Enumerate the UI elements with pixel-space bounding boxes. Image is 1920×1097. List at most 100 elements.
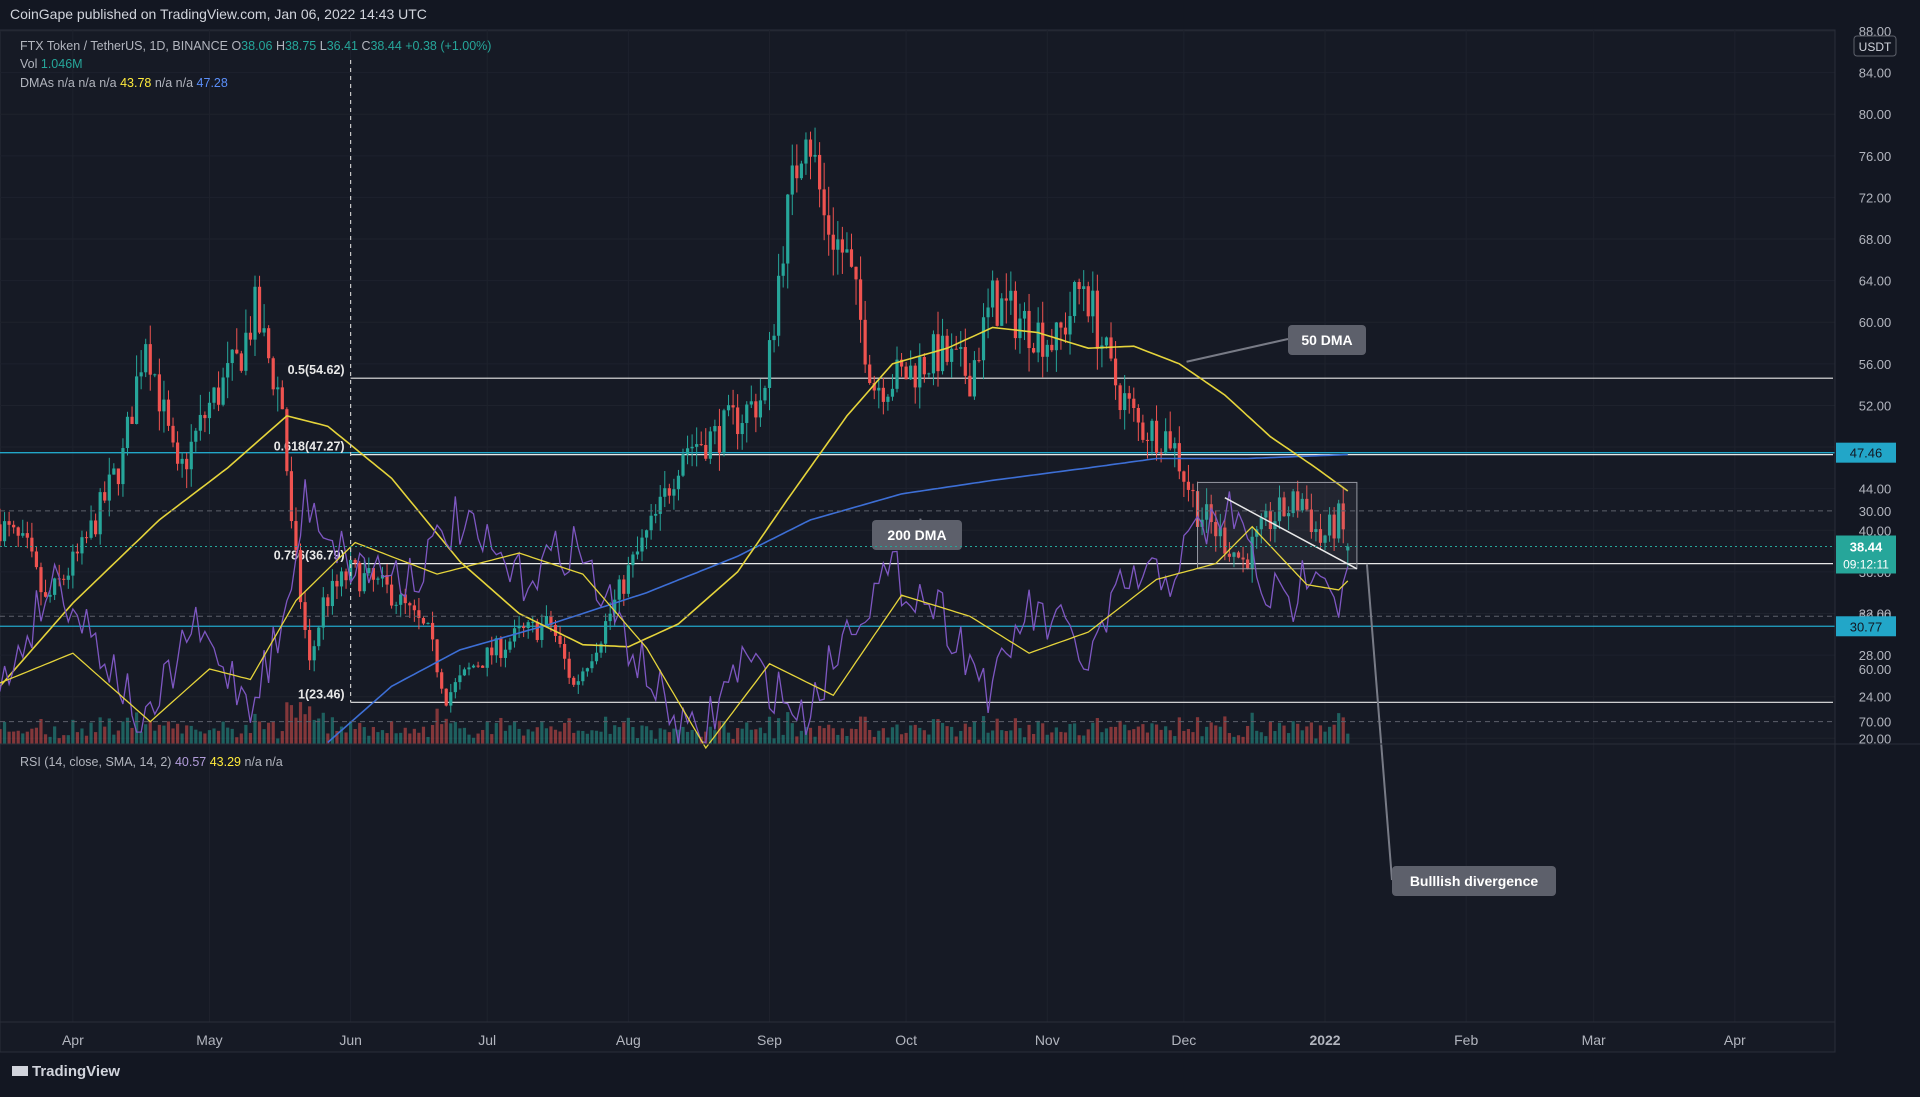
candle-body[interactable]: [453, 682, 457, 693]
candle-body[interactable]: [226, 363, 230, 378]
candle-body[interactable]: [440, 672, 444, 689]
candle-body[interactable]: [690, 446, 694, 449]
candle-body[interactable]: [544, 615, 549, 625]
candle-body[interactable]: [777, 275, 781, 336]
candle-body[interactable]: [248, 332, 253, 340]
candle-body[interactable]: [430, 622, 435, 640]
candle-body[interactable]: [731, 405, 735, 408]
candle-body[interactable]: [799, 163, 803, 179]
candle-body[interactable]: [207, 402, 212, 419]
candle-body[interactable]: [1168, 431, 1172, 449]
candle-body[interactable]: [321, 597, 325, 628]
candle-body[interactable]: [644, 530, 649, 538]
candle-body[interactable]: [1227, 553, 1232, 557]
candle-body[interactable]: [462, 669, 467, 676]
candle-body[interactable]: [540, 624, 544, 640]
candle-body[interactable]: [166, 399, 171, 426]
dma-legend[interactable]: DMAs n/a n/a n/a 43.78 n/a n/a 47.28: [20, 76, 228, 90]
candle-body[interactable]: [144, 344, 148, 373]
candle-body[interactable]: [995, 280, 999, 326]
candle-body[interactable]: [663, 488, 667, 497]
candle-body[interactable]: [881, 387, 885, 402]
candle-body[interactable]: [212, 387, 216, 403]
candle-body[interactable]: [303, 602, 307, 630]
candle-body[interactable]: [1323, 535, 1327, 543]
candle-body[interactable]: [676, 475, 681, 490]
candle-body[interactable]: [344, 571, 348, 581]
candle-body[interactable]: [827, 215, 831, 235]
candle-body[interactable]: [1236, 552, 1241, 558]
tradingview-logo[interactable]: TradingView: [12, 1063, 120, 1080]
candle-body[interactable]: [75, 551, 80, 554]
rsi-legend[interactable]: RSI (14, close, SMA, 14, 2) 40.57 43.29 …: [20, 755, 283, 769]
candle-body[interactable]: [385, 575, 389, 585]
candle-body[interactable]: [89, 520, 93, 538]
candle-body[interactable]: [130, 416, 134, 424]
candle-body[interactable]: [581, 671, 585, 682]
candle-body[interactable]: [608, 613, 612, 622]
candle-body[interactable]: [280, 387, 284, 410]
candle-body[interactable]: [913, 365, 917, 388]
candle-body[interactable]: [16, 527, 20, 536]
candle-body[interactable]: [1077, 281, 1081, 290]
candle-body[interactable]: [845, 249, 849, 253]
candle-body[interactable]: [667, 488, 671, 496]
candle-body[interactable]: [271, 358, 275, 390]
candle-body[interactable]: [349, 559, 353, 581]
candle-body[interactable]: [458, 675, 462, 683]
candle-body[interactable]: [153, 374, 157, 376]
candle-body[interactable]: [613, 599, 617, 614]
candle-body[interactable]: [713, 426, 717, 432]
candle-body[interactable]: [1145, 439, 1150, 441]
candle-body[interactable]: [972, 360, 977, 397]
candle-body[interactable]: [954, 348, 958, 350]
candle-body[interactable]: [594, 652, 599, 662]
candle-body[interactable]: [25, 533, 29, 538]
currency-badge[interactable]: [1853, 35, 1897, 57]
candle-body[interactable]: [326, 597, 330, 607]
candle-body[interactable]: [1127, 393, 1131, 399]
candle-body[interactable]: [1173, 443, 1177, 449]
candle-body[interactable]: [890, 388, 895, 397]
candle-body[interactable]: [1164, 431, 1168, 454]
candle-body[interactable]: [1009, 290, 1013, 301]
candle-body[interactable]: [1277, 497, 1282, 522]
candle-body[interactable]: [950, 348, 954, 362]
candle-body[interactable]: [931, 334, 936, 374]
candle-body[interactable]: [467, 667, 471, 670]
candle-body[interactable]: [790, 165, 794, 195]
candle-body[interactable]: [253, 286, 257, 340]
candle-body[interactable]: [708, 431, 712, 459]
candle-body[interactable]: [371, 568, 375, 580]
candle-body[interactable]: [1004, 298, 1008, 301]
candle-body[interactable]: [872, 383, 876, 391]
candle-body[interactable]: [66, 575, 70, 580]
candle-body[interactable]: [376, 578, 380, 580]
candle-body[interactable]: [485, 647, 489, 668]
symbol-legend[interactable]: FTX Token / TetherUS, 1D, BINANCE O38.06…: [20, 39, 491, 53]
annotation-50dma[interactable]: 50 DMA: [1186, 325, 1366, 363]
candle-body[interactable]: [308, 629, 312, 661]
candle-body[interactable]: [836, 239, 840, 250]
candle-body[interactable]: [103, 492, 107, 501]
candle-body[interactable]: [818, 154, 822, 190]
candle-body[interactable]: [148, 344, 152, 375]
candle-body[interactable]: [189, 441, 193, 470]
annotation-bullish-divergence[interactable]: Bulllish divergence: [1365, 563, 1556, 896]
candle-body[interactable]: [267, 328, 271, 359]
candle-body[interactable]: [704, 444, 708, 459]
candle-body[interactable]: [39, 567, 43, 593]
candle-body[interactable]: [572, 677, 576, 685]
candle-body[interactable]: [717, 426, 722, 453]
candle-body[interactable]: [922, 356, 926, 375]
candle-body[interactable]: [435, 639, 439, 673]
candle-body[interactable]: [30, 537, 34, 552]
candle-body[interactable]: [116, 468, 120, 485]
candle-body[interactable]: [426, 622, 430, 624]
candle-body[interactable]: [695, 444, 699, 447]
candle-body[interactable]: [203, 414, 207, 419]
candle-body[interactable]: [171, 425, 175, 443]
candle-body[interactable]: [963, 347, 967, 376]
candle-body[interactable]: [722, 410, 726, 453]
candle-body[interactable]: [981, 317, 986, 361]
